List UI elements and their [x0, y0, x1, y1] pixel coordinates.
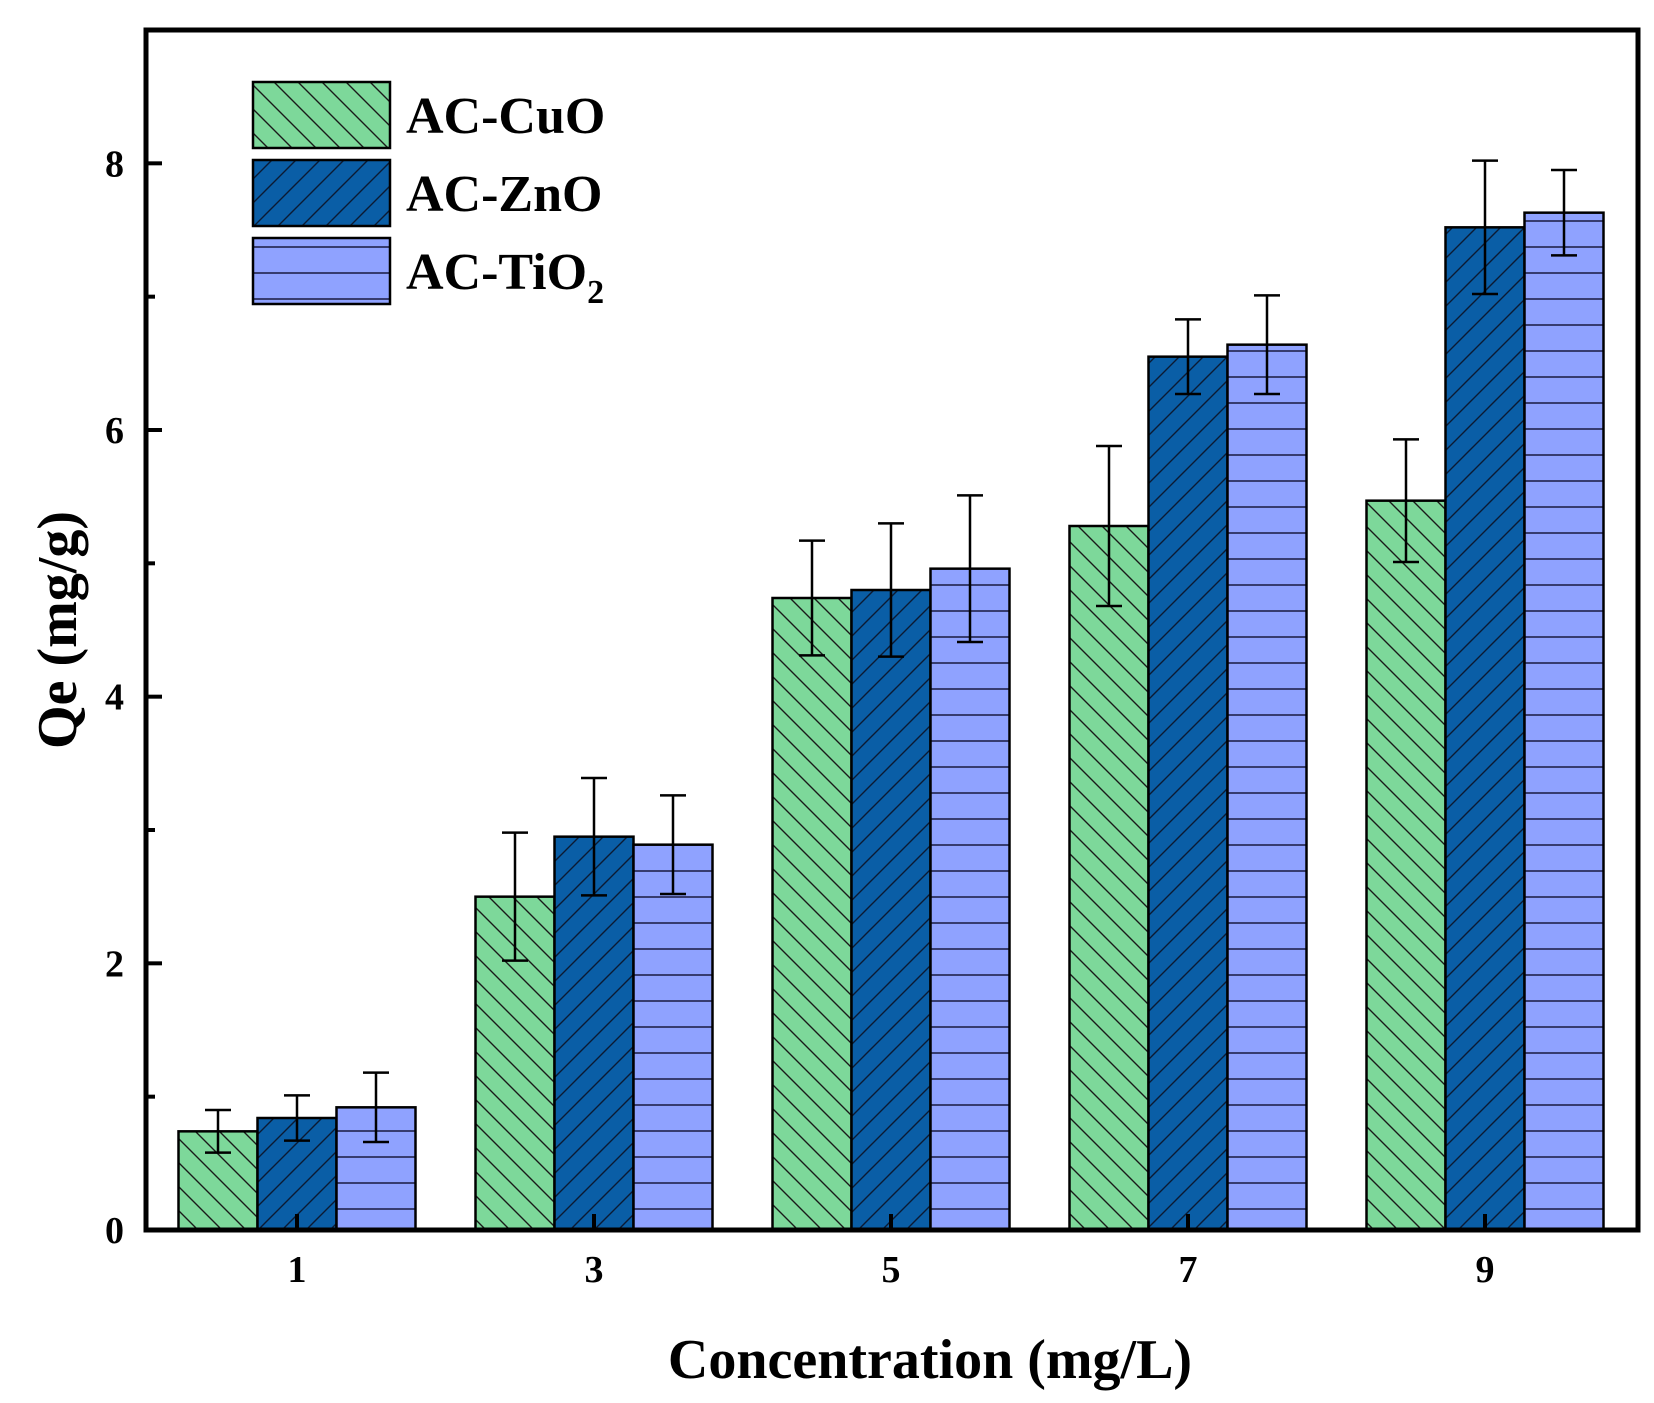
x-tick-label-7: 7: [1179, 1249, 1198, 1291]
error-bar-ac-zno-c9: [1472, 159, 1498, 296]
error-bar-ac-cuo-c9: [1393, 438, 1419, 564]
axis-layer: 0 2 4 6 8 1 3 5 7 9: [105, 143, 1495, 1291]
x-tick-label-1: 1: [288, 1249, 307, 1291]
y-tick-label-6: 6: [105, 410, 124, 452]
y-tick-label-2: 2: [105, 943, 124, 985]
y-axis-title: Qe (mg/g): [27, 511, 89, 749]
legend: AC-CuO AC-ZnO AC-TiO2: [251, 80, 605, 311]
legend-item-ac-tio2: AC-TiO2: [251, 236, 604, 311]
y-tick-label-0: 0: [105, 1210, 124, 1252]
bar-ac-cuo-c9: [1365, 499, 1447, 1232]
error-bar-ac-zno-c7: [1175, 318, 1201, 396]
error-bar-ac-zno-c5: [878, 522, 904, 658]
legend-swatch-ac-cuo: [251, 80, 392, 150]
error-bars-layer: [205, 159, 1577, 1154]
error-bar-ac-cuo-c5: [799, 539, 825, 657]
legend-item-ac-cuo: AC-CuO: [251, 80, 605, 150]
error-bar-ac-cuo-c3: [502, 831, 528, 962]
legend-label-ac-zno: AC-ZnO: [406, 166, 602, 223]
error-bar-ac-tio2-c3: [660, 794, 686, 896]
error-bar-ac-zno-c3: [581, 776, 607, 897]
error-bar-ac-cuo-c1: [205, 1108, 231, 1154]
y-tick-label-8: 8: [105, 143, 124, 185]
bar-ac-tio2-c5: [929, 567, 1011, 1232]
legend-label-ac-cuo: AC-CuO: [406, 88, 605, 145]
error-bar-ac-tio2-c9: [1551, 168, 1577, 257]
bar-ac-cuo-c5: [771, 596, 853, 1232]
error-bar-ac-tio2-c7: [1254, 294, 1280, 396]
error-bar-ac-cuo-c7: [1096, 444, 1122, 608]
bar-ac-tio2-c7: [1226, 343, 1308, 1232]
bar-ac-zno-c9: [1444, 226, 1526, 1232]
error-bar-ac-zno-c1: [284, 1094, 310, 1142]
y-tick-label-4: 4: [105, 677, 124, 719]
error-bar-ac-tio2-c5: [957, 494, 983, 644]
bar-ac-cuo-c7: [1068, 524, 1150, 1232]
error-bar-ac-tio2-c1: [363, 1071, 389, 1144]
bar-ac-tio2-c9: [1523, 211, 1605, 1232]
x-axis-title: Concentration (mg/L): [668, 1329, 1192, 1391]
bar-ac-zno-c7: [1147, 355, 1229, 1232]
x-tick-label-9: 9: [1476, 1249, 1495, 1291]
legend-swatch-ac-tio2: [251, 236, 392, 306]
legend-item-ac-zno: AC-ZnO: [251, 158, 602, 228]
x-tick-label-5: 5: [882, 1249, 901, 1291]
legend-swatch-ac-zno: [251, 158, 392, 228]
bars-layer: [177, 211, 1605, 1232]
x-tick-label-3: 3: [585, 1249, 604, 1291]
bar-ac-zno-c5: [850, 588, 932, 1232]
bar-ac-tio2-c3: [632, 843, 714, 1232]
legend-label-ac-tio2: AC-TiO2: [406, 244, 604, 311]
